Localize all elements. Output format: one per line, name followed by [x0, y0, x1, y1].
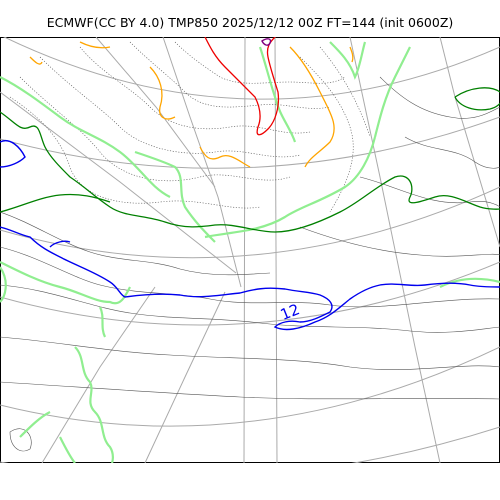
contour-label-12: 12 [278, 300, 302, 324]
latitude-circle [0, 261, 500, 326]
isotherm-12 [0, 140, 500, 331]
map-plot: 12 [0, 37, 500, 463]
latitude-circle [0, 186, 500, 259]
latitude-circle [0, 116, 500, 169]
latitude-circle [0, 426, 500, 463]
latitude-circle [3, 37, 500, 100]
isotherms-lightgreen [0, 41, 500, 463]
isotherms-thin [0, 41, 500, 452]
meridian [144, 291, 226, 463]
isotherm-red [204, 37, 280, 136]
meridian [162, 37, 242, 288]
isotherm-purple [261, 38, 272, 46]
isotherm-0 [0, 87, 500, 233]
isotherms-orange [29, 41, 354, 168]
meridian [274, 37, 278, 463]
meridian [349, 37, 441, 463]
meridian [0, 91, 237, 274]
graticule [0, 37, 500, 463]
map-title: ECMWF(CC BY 4.0) TMP850 2025/12/12 00Z F… [46, 15, 454, 30]
meridian [243, 37, 246, 463]
meridian [95, 37, 216, 188]
